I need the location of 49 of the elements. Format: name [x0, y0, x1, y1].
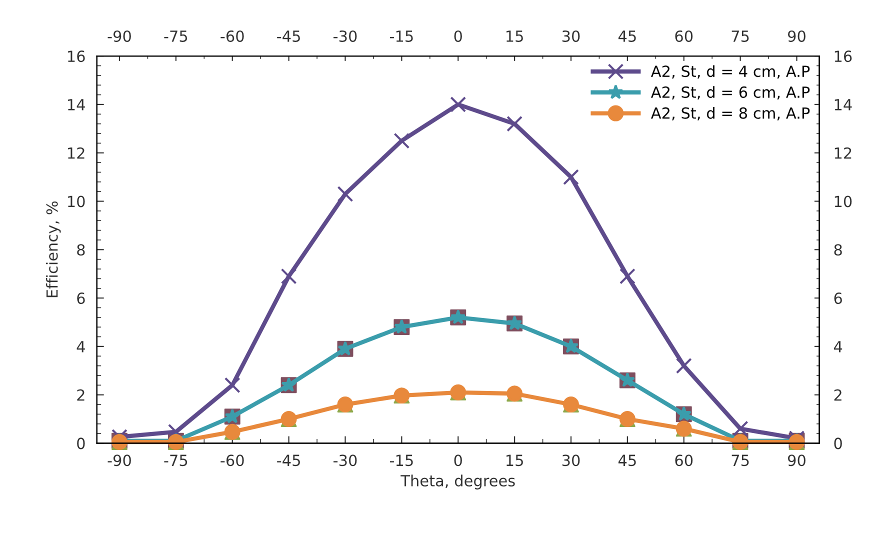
x-tick-label: 45	[618, 454, 636, 466]
legend-label: A2, St, d = 4 cm, A.P	[650, 65, 810, 79]
x2-tick-label: -90	[108, 30, 131, 42]
x2-tick-label: -45	[277, 30, 300, 42]
y-tick-label: 2	[77, 389, 84, 401]
x2-tick-label: -60	[220, 30, 244, 42]
x-tick-label: -75	[164, 454, 188, 466]
x2-tick-label: -30	[334, 30, 357, 42]
x-tick-label: -90	[108, 454, 131, 466]
x2-tick-label: -15	[390, 30, 413, 42]
y2-tick-label: 2	[834, 389, 842, 401]
legend-label: A2, St, d = 8 cm, A.P	[650, 107, 810, 120]
y2-tick-label: 4	[834, 341, 842, 352]
y2-tick-label: 16	[834, 50, 852, 62]
y-tick-label: 12	[68, 147, 84, 159]
x-tick-label: 60	[675, 454, 693, 466]
y-tick-label: 0	[77, 438, 85, 450]
x2-tick-label: 15	[506, 30, 523, 42]
x-tick-label: 0	[454, 454, 462, 466]
x2-tick-label: 60	[675, 30, 693, 42]
x-tick-label: 30	[562, 454, 580, 466]
y2-tick-label: 10	[834, 196, 852, 208]
x2-tick-label: 75	[732, 30, 749, 42]
y-tick-label: 16	[68, 50, 85, 62]
y-tick-label: 6	[77, 292, 85, 304]
x-tick-label: -60	[220, 454, 244, 466]
y-tick-label: 8	[77, 244, 85, 256]
y2-tick-label: 8	[834, 244, 842, 256]
legend-label: A2, St, d = 6 cm, A.P	[650, 86, 810, 100]
x-tick-label: 90	[788, 454, 806, 466]
y2-tick-label: 6	[834, 292, 842, 304]
x-tick-label: -30	[334, 454, 357, 466]
x-axis-title: Theta, degrees	[400, 474, 515, 490]
y-tick-label: 10	[68, 196, 85, 208]
y-tick-label: 4	[76, 341, 85, 352]
x2-tick-label: 30	[562, 30, 580, 42]
y2-tick-label: 14	[834, 99, 852, 110]
x2-tick-label: 0	[454, 30, 462, 42]
y-tick-label: 14	[68, 99, 85, 110]
x2-tick-label: 45	[618, 30, 636, 42]
y-axis-title: Efficiency, %	[46, 201, 61, 298]
x-tick-label: -15	[390, 454, 413, 466]
x2-tick-label: -75	[164, 30, 188, 42]
x-tick-label: 75	[732, 454, 749, 466]
x-tick-label: 15	[506, 454, 523, 466]
x-tick-label: -45	[277, 454, 300, 466]
x2-tick-label: 90	[788, 30, 806, 42]
y2-tick-label: 0	[834, 438, 842, 450]
y2-tick-label: 12	[834, 147, 852, 159]
